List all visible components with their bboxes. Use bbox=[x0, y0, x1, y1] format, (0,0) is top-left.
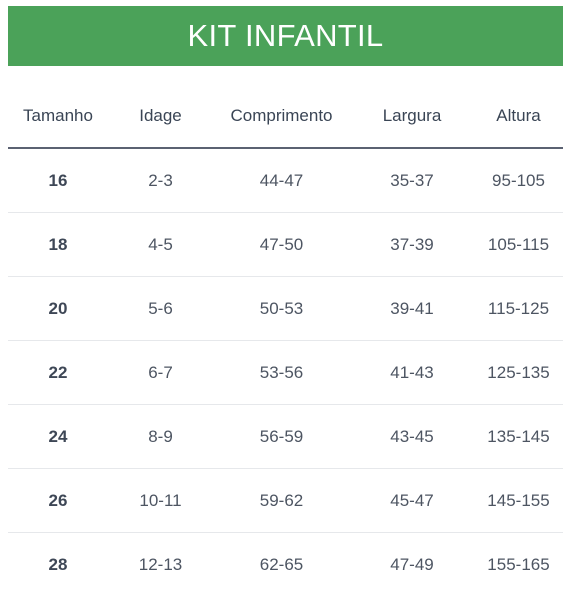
cell-tamanho: 18 bbox=[8, 213, 108, 277]
table-row: 18 4-5 47-50 37-39 105-115 bbox=[8, 213, 563, 277]
cell-largura: 35-37 bbox=[350, 148, 474, 213]
cell-idage: 8-9 bbox=[108, 405, 213, 469]
cell-comprimento: 56-59 bbox=[213, 405, 350, 469]
cell-tamanho: 20 bbox=[8, 277, 108, 341]
cell-comprimento: 59-62 bbox=[213, 469, 350, 533]
cell-largura: 45-47 bbox=[350, 469, 474, 533]
cell-idage: 5-6 bbox=[108, 277, 213, 341]
cell-tamanho: 16 bbox=[8, 148, 108, 213]
cell-altura: 135-145 bbox=[474, 405, 563, 469]
title-banner: KIT INFANTIL bbox=[8, 6, 563, 66]
table-row: 16 2-3 44-47 35-37 95-105 bbox=[8, 148, 563, 213]
cell-comprimento: 50-53 bbox=[213, 277, 350, 341]
column-header-idage: Idage bbox=[108, 84, 213, 148]
cell-largura: 39-41 bbox=[350, 277, 474, 341]
table-row: 22 6-7 53-56 41-43 125-135 bbox=[8, 341, 563, 405]
cell-tamanho: 22 bbox=[8, 341, 108, 405]
cell-comprimento: 53-56 bbox=[213, 341, 350, 405]
column-header-comprimento: Comprimento bbox=[213, 84, 350, 148]
cell-idage: 4-5 bbox=[108, 213, 213, 277]
cell-altura: 145-155 bbox=[474, 469, 563, 533]
table-row: 24 8-9 56-59 43-45 135-145 bbox=[8, 405, 563, 469]
table-row: 26 10-11 59-62 45-47 145-155 bbox=[8, 469, 563, 533]
page-title: KIT INFANTIL bbox=[188, 18, 384, 54]
cell-idage: 12-13 bbox=[108, 533, 213, 596]
table-row: 20 5-6 50-53 39-41 115-125 bbox=[8, 277, 563, 341]
size-chart-table: Tamanho Idage Comprimento Largura Altura… bbox=[8, 84, 563, 596]
cell-altura: 155-165 bbox=[474, 533, 563, 596]
column-header-tamanho: Tamanho bbox=[8, 84, 108, 148]
cell-altura: 125-135 bbox=[474, 341, 563, 405]
cell-altura: 115-125 bbox=[474, 277, 563, 341]
table-row: 28 12-13 62-65 47-49 155-165 bbox=[8, 533, 563, 596]
cell-largura: 47-49 bbox=[350, 533, 474, 596]
cell-tamanho: 28 bbox=[8, 533, 108, 596]
column-header-altura: Altura bbox=[474, 84, 563, 148]
cell-largura: 37-39 bbox=[350, 213, 474, 277]
cell-largura: 41-43 bbox=[350, 341, 474, 405]
cell-idage: 2-3 bbox=[108, 148, 213, 213]
cell-idage: 6-7 bbox=[108, 341, 213, 405]
cell-altura: 105-115 bbox=[474, 213, 563, 277]
cell-comprimento: 62-65 bbox=[213, 533, 350, 596]
cell-altura: 95-105 bbox=[474, 148, 563, 213]
cell-largura: 43-45 bbox=[350, 405, 474, 469]
cell-idage: 10-11 bbox=[108, 469, 213, 533]
column-header-largura: Largura bbox=[350, 84, 474, 148]
cell-comprimento: 47-50 bbox=[213, 213, 350, 277]
cell-comprimento: 44-47 bbox=[213, 148, 350, 213]
cell-tamanho: 26 bbox=[8, 469, 108, 533]
table-header-row: Tamanho Idage Comprimento Largura Altura bbox=[8, 84, 563, 148]
cell-tamanho: 24 bbox=[8, 405, 108, 469]
